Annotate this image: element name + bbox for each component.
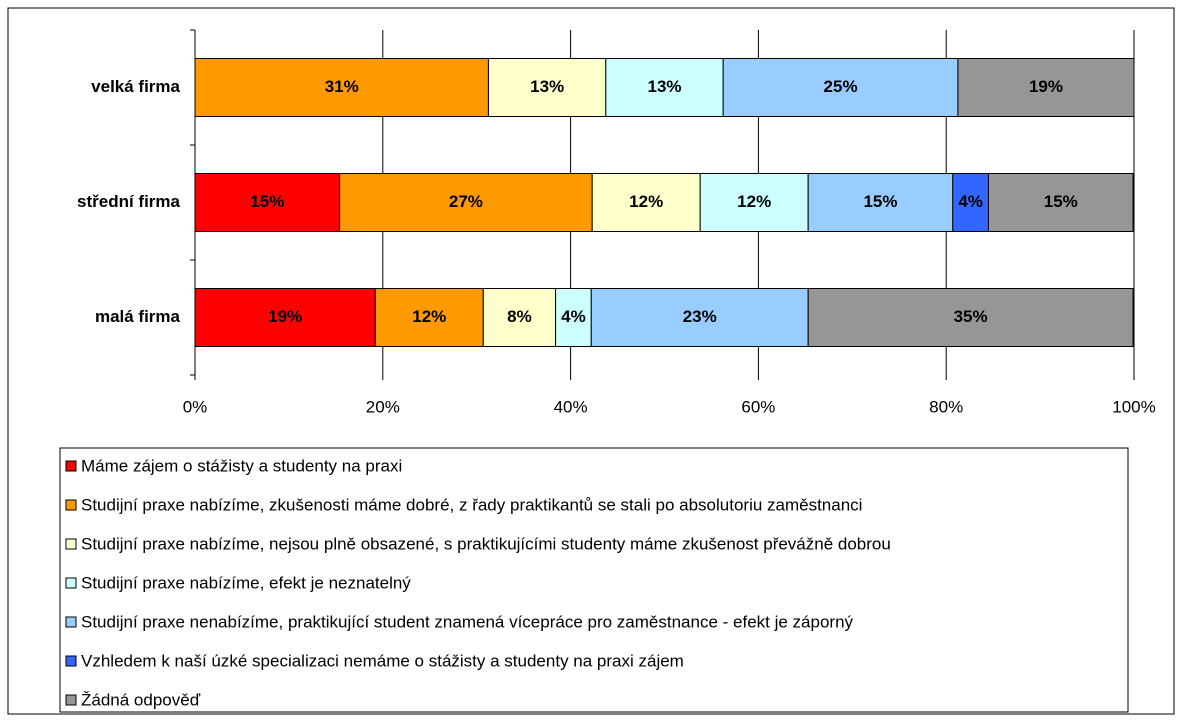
data-label: 13%	[530, 77, 564, 96]
x-tick-label: 100%	[1112, 397, 1155, 416]
data-label: 31%	[325, 77, 359, 96]
legend-label: Studijní praxe nabízíme, zkušenosti máme…	[81, 495, 862, 514]
legend-label: Máme zájem o stážisty a studenty na prax…	[81, 456, 402, 475]
legend-swatch	[65, 499, 77, 511]
data-label: 13%	[647, 77, 681, 96]
bar-segment	[987, 173, 1134, 232]
bar-segment	[807, 288, 1134, 347]
data-label: 35%	[954, 307, 988, 326]
bar-segment	[699, 173, 809, 232]
data-label: 4%	[958, 192, 983, 211]
legend-swatch	[65, 694, 77, 706]
bar-segment	[482, 288, 557, 347]
data-label: 15%	[863, 192, 897, 211]
y-tick-label: střední firma	[77, 192, 181, 211]
data-label: 12%	[629, 192, 663, 211]
legend-box	[59, 447, 1129, 713]
data-label: 12%	[737, 192, 771, 211]
bar-segment	[591, 173, 701, 232]
data-label: 25%	[824, 77, 858, 96]
legend-swatch	[65, 577, 77, 589]
data-label: 19%	[1029, 77, 1063, 96]
bar-segment	[957, 58, 1135, 117]
legend-label: Vzhledem k naší úzké specializaci nemáme…	[81, 651, 684, 670]
bar-segment	[722, 58, 959, 117]
data-label: 12%	[412, 307, 446, 326]
data-label: 15%	[1044, 192, 1078, 211]
data-label: 23%	[683, 307, 717, 326]
bar-segment	[590, 288, 809, 347]
x-tick-label: 0%	[183, 397, 208, 416]
legend-label: Studijní praxe nabízíme, efekt je neznat…	[81, 573, 411, 592]
data-label: 19%	[268, 307, 302, 326]
data-label: 27%	[449, 192, 483, 211]
bar-segment	[194, 173, 341, 232]
legend-swatch	[65, 616, 77, 628]
bar-segment	[194, 288, 376, 347]
y-tick-label: malá firma	[95, 307, 181, 326]
legend-swatch	[65, 655, 77, 667]
legend-swatch	[65, 538, 77, 550]
bar-segment	[339, 173, 593, 232]
data-label: 8%	[507, 307, 532, 326]
data-label: 15%	[250, 192, 284, 211]
legend-swatch	[65, 460, 77, 472]
bar-segment	[374, 288, 484, 347]
y-tick-label: velká firma	[91, 77, 180, 96]
x-tick-label: 60%	[741, 397, 775, 416]
x-tick-label: 40%	[554, 397, 588, 416]
x-tick-label: 20%	[366, 397, 400, 416]
legend-label: Studijní praxe nenabízíme, praktikující …	[81, 612, 854, 631]
bar-segment	[194, 58, 489, 117]
data-label: 4%	[561, 307, 586, 326]
legend-label: Studijní praxe nabízíme, nejsou plně obs…	[81, 534, 891, 553]
legend-label: Žádná odpověď	[81, 690, 201, 709]
bar-segment	[555, 288, 592, 347]
x-tick-label: 80%	[929, 397, 963, 416]
